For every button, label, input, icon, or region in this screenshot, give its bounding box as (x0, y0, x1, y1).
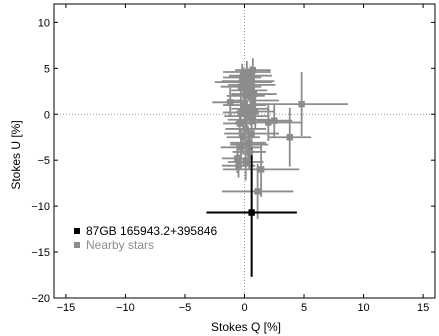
y-axis-ticks: −20 −15 −10 −5 0 5 10 (31, 17, 435, 305)
star-point (248, 130, 255, 137)
zero-lines (54, 4, 435, 298)
star-point (238, 74, 246, 81)
star-point (257, 166, 265, 173)
legend-marker-target (74, 228, 80, 234)
star-point (249, 97, 257, 104)
star-point (242, 158, 249, 166)
y-tick-label: −10 (31, 201, 50, 213)
star-point (237, 109, 245, 116)
y-tick-label: −20 (31, 293, 50, 305)
y-tick-label: −5 (37, 155, 50, 167)
legend-label-target: 87GB 165943.2+395846 (86, 224, 217, 238)
x-tick-label: −5 (179, 302, 192, 314)
legend-marker-nearby (74, 242, 80, 248)
x-axis-label: Stokes Q [%] (211, 320, 281, 334)
star-point (241, 101, 248, 109)
y-tick-label: 10 (38, 17, 50, 29)
star-point (254, 188, 261, 195)
y-tick-label: 0 (44, 109, 50, 121)
y-axis-label: Stokes U [%] (9, 120, 23, 189)
star-point (286, 134, 293, 141)
x-tick-label: 15 (417, 302, 429, 314)
data-markers (227, 66, 305, 216)
x-tick-label: 10 (357, 302, 369, 314)
star-point (246, 87, 253, 94)
star-point (240, 78, 247, 86)
star-point (246, 141, 253, 148)
star-point (248, 81, 255, 89)
target-point (248, 209, 255, 216)
x-tick-label: 0 (241, 302, 247, 314)
x-tick-label: −10 (116, 302, 135, 314)
star-point (298, 100, 305, 108)
star-point (249, 66, 257, 74)
y-tick-label: 5 (44, 63, 50, 75)
star-point (237, 144, 245, 151)
star-point (248, 116, 255, 123)
star-point (252, 108, 259, 115)
star-point (250, 90, 258, 98)
x-tick-label: −15 (57, 302, 76, 314)
legend: 87GB 165943.2+395846 Nearby stars (74, 224, 217, 252)
star-point (227, 99, 234, 106)
star-point (271, 117, 278, 124)
star-point (240, 134, 247, 141)
star-point (246, 148, 253, 156)
star-point (236, 120, 243, 127)
star-point (243, 112, 251, 120)
star-point (237, 83, 245, 90)
star-point (243, 68, 251, 76)
legend-label-nearby: Nearby stars (86, 238, 154, 252)
star-point (247, 72, 254, 79)
x-axis-ticks: −15 −10 −5 0 5 10 15 (57, 4, 429, 314)
star-point (247, 105, 254, 112)
star-point (244, 77, 252, 85)
x-tick-label: 5 (301, 302, 307, 314)
star-point (242, 125, 249, 133)
star-point (234, 155, 241, 162)
star-point (235, 162, 242, 169)
y-tick-label: −15 (31, 247, 50, 259)
star-point (265, 119, 272, 126)
star-point (242, 92, 249, 100)
